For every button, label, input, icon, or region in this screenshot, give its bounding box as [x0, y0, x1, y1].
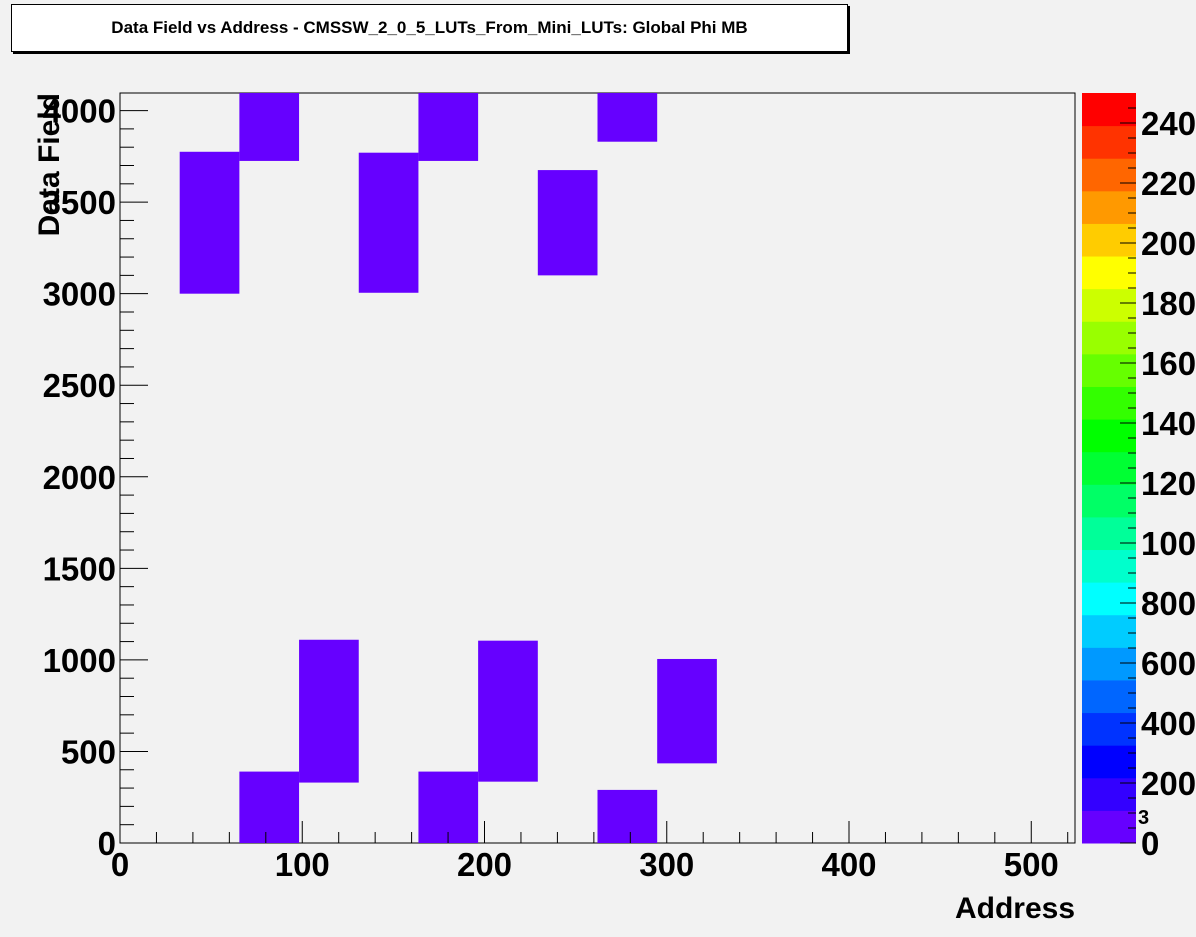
colorbar-segment: [1082, 582, 1136, 616]
y-tick-label: 2000: [43, 459, 116, 496]
heatmap-cells: [179, 93, 717, 843]
colorbar-tick-label: 800: [1141, 585, 1196, 622]
heatmap-cell: [239, 771, 300, 843]
colorbar-tick-label: 1200: [1141, 465, 1196, 502]
colorbar-tick-label: 2400: [1141, 105, 1196, 142]
colorbar-tick-label: 1800: [1141, 285, 1196, 322]
colorbar-segment: [1082, 223, 1136, 257]
colorbar-segment: [1082, 419, 1136, 453]
heatmap-cell: [657, 658, 717, 764]
colorbar-tick-label: 1600: [1141, 345, 1196, 382]
heatmap-cell: [597, 789, 658, 843]
colorbar-segment: [1082, 712, 1136, 746]
colorbar-segment: [1082, 451, 1136, 485]
chart-title: Data Field vs Address - CMSSW_2_0_5_LUTs…: [11, 4, 848, 52]
colorbar-segment: [1082, 745, 1136, 779]
colorbar-segment: [1082, 810, 1136, 844]
y-axis-title: Data Field: [33, 93, 66, 236]
colorbar-segment: [1082, 256, 1136, 290]
colorbar-tick-label: 1400: [1141, 405, 1196, 442]
colorbar-tick-label: 0: [1141, 825, 1159, 862]
colorbar-segment: [1082, 158, 1136, 192]
x-tick-label: 200: [457, 846, 512, 883]
colorbar-exponent: 3: [1138, 807, 1149, 829]
heatmap-cell: [418, 93, 479, 161]
colorbar-segment: [1082, 321, 1136, 355]
colorbar-segment: [1082, 614, 1136, 648]
y-tick-label: 0: [98, 825, 116, 862]
x-tick-label: 500: [1004, 846, 1059, 883]
heatmap-cell: [537, 170, 598, 276]
y-tick-label: 4000: [43, 93, 116, 130]
colorbar-segment: [1082, 93, 1136, 127]
colorbar-segment: [1082, 484, 1136, 518]
chart-title-text: Data Field vs Address - CMSSW_2_0_5_LUTs…: [111, 18, 748, 37]
x-tick-label: 0: [111, 846, 129, 883]
x-axis-title: Address: [955, 892, 1075, 925]
colorbar: 0 200 400 600 800 1000 1200 1400 1600 1800 2000 220…: [1082, 93, 1196, 862]
y-tick-label: 1000: [43, 642, 116, 679]
heatmap-cell: [239, 93, 300, 161]
colorbar-segment: [1082, 386, 1136, 420]
heatmap-cell: [179, 151, 240, 294]
colorbar-tick-label: 2000: [1141, 225, 1196, 262]
colorbar-tick-label: 1000: [1141, 525, 1196, 562]
y-tick-label: 1500: [43, 550, 116, 587]
colorbar-tick-label: 2200: [1141, 165, 1196, 202]
y-tick-label: 2500: [43, 367, 116, 404]
y-tick-label: 500: [61, 733, 116, 770]
x-tick-label: 400: [821, 846, 876, 883]
colorbar-segment: [1082, 549, 1136, 583]
colorbar-segment: [1082, 647, 1136, 681]
x-tick-label: 100: [275, 846, 330, 883]
heatmap-cell: [478, 640, 538, 782]
colorbar-segment: [1082, 516, 1136, 551]
colorbar-tick-label: 200: [1141, 765, 1196, 802]
colorbar-segment: [1082, 679, 1136, 714]
heatmap-cell: [299, 639, 359, 783]
y-tick-label: 3500: [43, 184, 116, 221]
heatmap-cell: [597, 93, 658, 142]
axes: 0 100 200 300 400 500 0 500 1000 1500 2000 2500 3000…: [43, 93, 1069, 883]
colorbar-segment: [1082, 125, 1136, 159]
colorbar-tick-label: 600: [1141, 645, 1196, 682]
colorbar-segment: [1082, 288, 1136, 322]
colorbar-segment: [1082, 353, 1136, 387]
x-tick-label: 300: [639, 846, 694, 883]
y-tick-label: 3000: [43, 276, 116, 313]
heatmap-cell: [418, 771, 479, 843]
colorbar-tick-label: 400: [1141, 705, 1196, 742]
heatmap-cell: [358, 152, 419, 293]
colorbar-segment: [1082, 190, 1136, 224]
